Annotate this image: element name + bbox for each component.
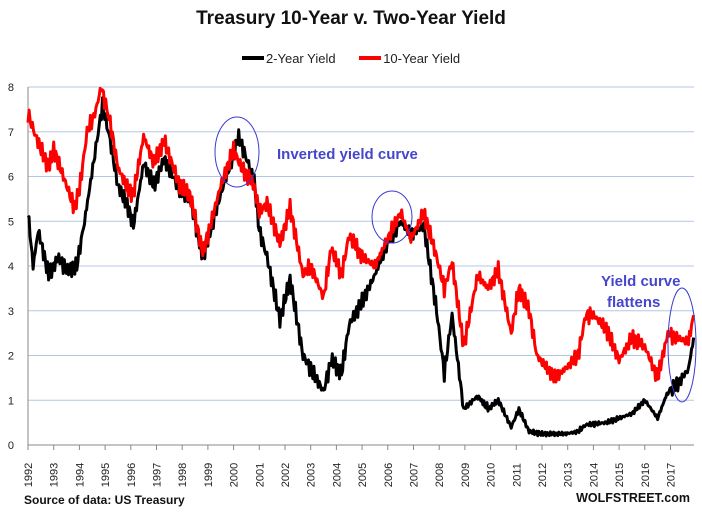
- y-tick-label: 4: [8, 261, 14, 273]
- legend-label: 10-Year Yield: [383, 50, 461, 66]
- x-tick-label: 2007: [409, 463, 421, 487]
- legend-label: 2-Year Yield: [265, 50, 336, 66]
- x-tick-label: 1992: [23, 463, 35, 487]
- y-tick-label: 7: [8, 127, 14, 139]
- x-tick-label: 2014: [588, 463, 600, 487]
- x-tick-label: 2015: [614, 463, 626, 487]
- y-tick-label: 3: [8, 306, 14, 318]
- annotation-flattens-2: flattens: [607, 294, 660, 311]
- x-tick-label: 1997: [152, 463, 164, 487]
- x-tick-label: 2001: [254, 463, 266, 487]
- brand: WOLFSTREET.com: [576, 491, 690, 505]
- chart-title: Treasury 10-Year v. Two-Year Yield: [196, 8, 506, 29]
- x-tick-label: 2002: [280, 463, 292, 487]
- source-note: Source of data: US Treasury: [24, 493, 185, 507]
- y-tick-label: 5: [8, 216, 14, 228]
- y-tick-label: 0: [8, 440, 14, 452]
- x-tick-label: 1999: [203, 463, 215, 487]
- x-tick-label: 1996: [126, 463, 138, 487]
- x-tick-label: 2005: [357, 463, 369, 487]
- annotation-inverted: Inverted yield curve: [277, 146, 418, 163]
- legend: 2-Year Yield 10-Year Yield: [0, 48, 702, 66]
- x-tick-label: 2009: [460, 463, 472, 487]
- x-tick-label: 1995: [100, 463, 112, 487]
- y-tick-label: 8: [8, 82, 14, 94]
- annotation-flattens-1: Yield curve: [601, 273, 680, 290]
- x-tick-label: 2016: [640, 463, 652, 487]
- x-tick-label: 2010: [486, 463, 498, 487]
- x-tick-label: 2011: [511, 463, 523, 487]
- highlight-circle: [214, 116, 260, 188]
- legend-swatch: [359, 56, 382, 60]
- x-tick-label: 2004: [331, 463, 343, 487]
- x-tick-label: 2006: [383, 463, 395, 487]
- x-tick-label: 2000: [229, 463, 241, 487]
- highlight-circle: [371, 190, 413, 244]
- legend-item-10yr: 10-Year Yield: [359, 51, 460, 66]
- highlight-circle: [667, 287, 697, 403]
- series-line-10yr: [26, 86, 696, 384]
- x-tick-label: 2013: [563, 463, 575, 487]
- x-tick-label: 2012: [537, 463, 549, 487]
- series-line-2yr: [26, 96, 696, 438]
- y-tick-label: 6: [8, 172, 14, 184]
- x-tick-label: 1994: [74, 463, 86, 487]
- x-tick-label: 1993: [49, 463, 61, 487]
- legend-swatch: [241, 56, 264, 60]
- x-tick-label: 2017: [666, 463, 678, 487]
- y-tick-label: 1: [8, 395, 14, 407]
- x-tick-label: 1998: [177, 463, 189, 487]
- legend-item-2yr: 2-Year Yield: [241, 50, 336, 66]
- x-tick-label: 2003: [306, 463, 318, 487]
- x-tick-label: 2008: [434, 463, 446, 487]
- y-tick-label: 2: [8, 351, 14, 363]
